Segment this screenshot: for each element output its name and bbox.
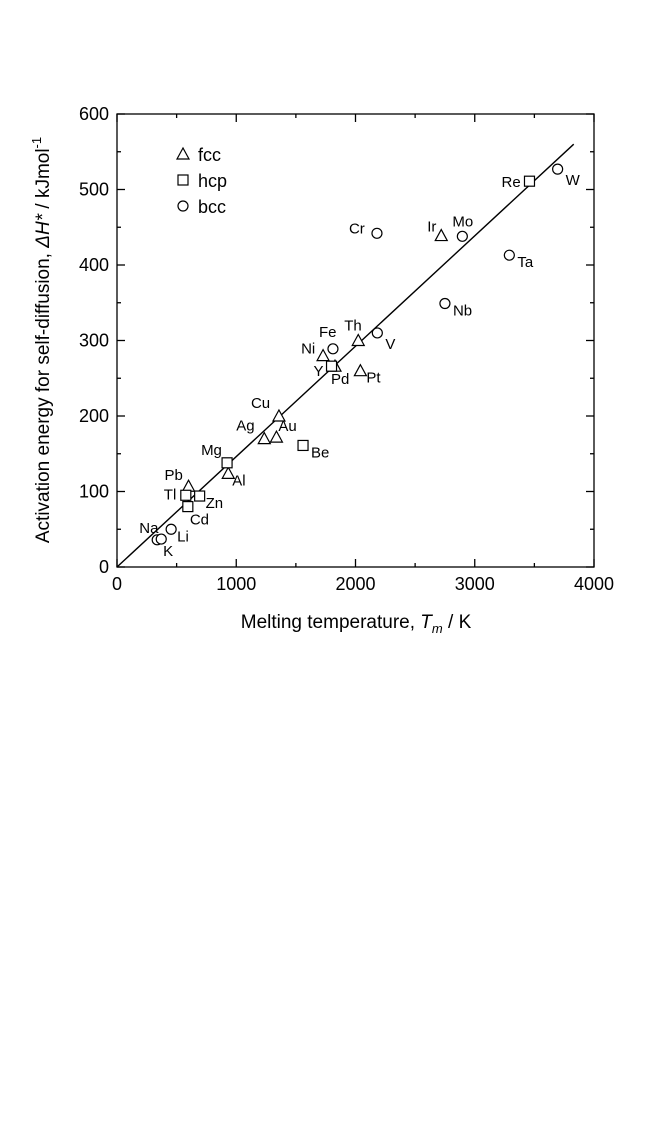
point-label-ag: Ag <box>236 418 254 435</box>
point-label-pb: Pb <box>165 467 183 484</box>
x-axis-variable-subscript: m <box>432 621 443 636</box>
y-tick-label: 600 <box>79 104 109 124</box>
x-tick-label: 0 <box>112 574 122 594</box>
fcc-point-ni <box>316 348 331 362</box>
y-axis-unit: / kJmol <box>33 148 54 213</box>
fit-line <box>116 143 575 568</box>
hcp-point-be <box>297 439 309 452</box>
fcc-point-pb <box>181 478 196 492</box>
point-label-au: Au <box>278 418 296 435</box>
bcc-point-fe <box>327 343 339 355</box>
hcp-point-y <box>325 360 338 372</box>
point-label-w: W <box>566 172 581 189</box>
y-tick-label: 300 <box>79 331 109 351</box>
x-axis-variable: T <box>420 612 433 633</box>
point-label-v: V <box>385 336 395 353</box>
hcp-point-cd <box>182 501 194 513</box>
legend-label-hcp: hcp <box>198 171 227 191</box>
point-label-re: Re <box>501 174 520 191</box>
y-axis-label: Activation energy for self-diffusion, ΔH… <box>29 137 54 543</box>
y-tick-label: 100 <box>79 482 109 502</box>
legend-marker-hcp <box>177 174 189 186</box>
bcc-point-cr <box>371 227 383 239</box>
y-tick-label: 200 <box>79 406 109 426</box>
point-label-fe: Fe <box>319 324 337 341</box>
legend: fcc hcp bcc <box>175 145 227 217</box>
y-axis-variable: ΔH* <box>33 213 54 248</box>
point-label-ta: Ta <box>517 254 534 271</box>
point-label-cr: Cr <box>349 220 365 237</box>
fcc-point-cu <box>271 408 286 422</box>
data-markers <box>151 163 564 546</box>
fcc-point-au <box>269 429 284 443</box>
x-tick-label: 2000 <box>335 574 375 594</box>
y-tick-label: 400 <box>79 255 109 275</box>
y-tick-label: 500 <box>79 180 109 200</box>
x-tick-label: 1000 <box>216 574 256 594</box>
fcc-point-pt <box>353 363 368 377</box>
fcc-point-th <box>351 333 366 347</box>
point-label-cu: Cu <box>251 395 270 412</box>
x-tick-label: 4000 <box>574 574 614 594</box>
fcc-point-ir <box>434 228 449 242</box>
point-label-al: Al <box>232 472 245 489</box>
y-axis-unit-superscript: -1 <box>29 137 44 149</box>
bcc-point-w <box>552 163 564 175</box>
tick-labels: 0 1000 2000 3000 4000 0 100 200 300 400 500 600 <box>79 104 614 594</box>
axis-ticks <box>116 113 595 568</box>
point-label-li: Li <box>177 528 189 545</box>
point-label-mg: Mg <box>201 442 222 459</box>
bcc-point-ta <box>503 249 515 261</box>
point-label-pd: Pd <box>331 371 349 388</box>
point-label-nb: Nb <box>453 303 472 320</box>
hcp-point-tl <box>180 489 192 501</box>
hcp-point-re <box>523 175 536 187</box>
bcc-point-mo <box>456 230 468 242</box>
point-label-tl: Tl <box>164 486 177 503</box>
point-label-y: Y <box>314 363 324 380</box>
bcc-point-na <box>155 533 167 545</box>
legend-marker-bcc <box>177 200 189 212</box>
point-label-cd: Cd <box>190 512 209 529</box>
bcc-point-nb <box>439 297 451 310</box>
fcc-point-al <box>221 466 236 479</box>
hcp-point-mg <box>221 457 233 469</box>
point-label-be: Be <box>311 444 329 461</box>
point-label-ni: Ni <box>301 341 315 358</box>
legend-label-bcc: bcc <box>198 197 226 217</box>
hcp-point-zn <box>194 490 206 502</box>
y-axis-label-text: Activation energy for self-diffusion, <box>33 248 54 543</box>
x-tick-label: 3000 <box>455 574 495 594</box>
x-axis-unit: / K <box>443 612 472 633</box>
point-label-k: K <box>163 543 173 560</box>
x-axis-label: Melting temperature, Tm / K <box>241 612 472 636</box>
point-label-na: Na <box>139 520 159 537</box>
fit-line-group <box>116 143 575 568</box>
point-label-ir: Ir <box>427 219 436 236</box>
fcc-point-ag <box>257 431 272 445</box>
point-label-pt: Pt <box>366 370 381 387</box>
point-label-th: Th <box>344 318 362 335</box>
point-label-mo: Mo <box>452 213 473 230</box>
x-axis-label-text: Melting temperature, <box>241 612 421 633</box>
legend-marker-fcc <box>175 146 191 160</box>
legend-label-fcc: fcc <box>198 145 221 165</box>
y-tick-label: 0 <box>99 557 109 577</box>
bcc-point-v <box>371 327 383 339</box>
bcc-point-li <box>165 523 177 535</box>
point-label-zn: Zn <box>206 495 224 512</box>
